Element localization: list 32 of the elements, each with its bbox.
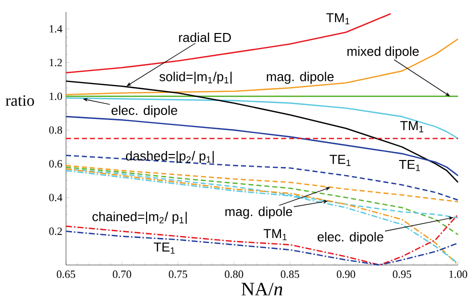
x-tick-label: 0.95 (392, 270, 412, 278)
annotation: TE$_{1}$ (330, 154, 350, 166)
x-tick-label: 0.70 (112, 270, 132, 278)
annotation: mag. dipole (225, 206, 292, 219)
annotation: dashed=|p$_{2}$/ p$_{1}$| (126, 150, 214, 164)
annotation: TE$_{1}$ (399, 160, 420, 171)
annotation: mixed dipole (347, 46, 419, 59)
y-tick-label: 1.4 (50, 25, 62, 33)
annotation: elec. dipole (112, 105, 178, 118)
y-tick-label: 1.0 (50, 92, 62, 100)
annotation: TM$_{1}$ (400, 121, 424, 132)
x-tick-label: 1.00 (449, 270, 468, 278)
annotation: TE$_{1}$ (154, 242, 175, 254)
y-axis-title: ratio (6, 95, 34, 106)
annotation: radial ED (179, 32, 231, 42)
y-tick-label: 0.8 (49, 126, 62, 134)
annotation: elec. dipole (318, 232, 384, 244)
y-tick-label: 0.6 (49, 160, 62, 168)
y-tick-label: 0.4 (49, 194, 62, 202)
x-tick-label: 0.85 (280, 270, 300, 278)
annotation: TM$_{1}$ (264, 229, 287, 240)
x-axis-title: NA/n (242, 282, 282, 296)
annotation: TM$_{1}$ (326, 13, 350, 24)
x-tick-label: 0.75 (168, 270, 188, 278)
x-tick-label: 0.90 (336, 270, 356, 278)
x-tick-label: 0.65 (56, 270, 76, 278)
annotation: solid=|m$_{1}$/p$_{1}$| (159, 72, 232, 84)
x-tick-label: 0.80 (224, 270, 244, 278)
annotation: chained=|m$_{2}$/ p$_{1}$| (92, 212, 187, 224)
y-tick-label: 1.2 (50, 58, 62, 66)
y-tick-label: 0.2 (49, 228, 62, 235)
annotation: mag. dipole (266, 72, 334, 84)
